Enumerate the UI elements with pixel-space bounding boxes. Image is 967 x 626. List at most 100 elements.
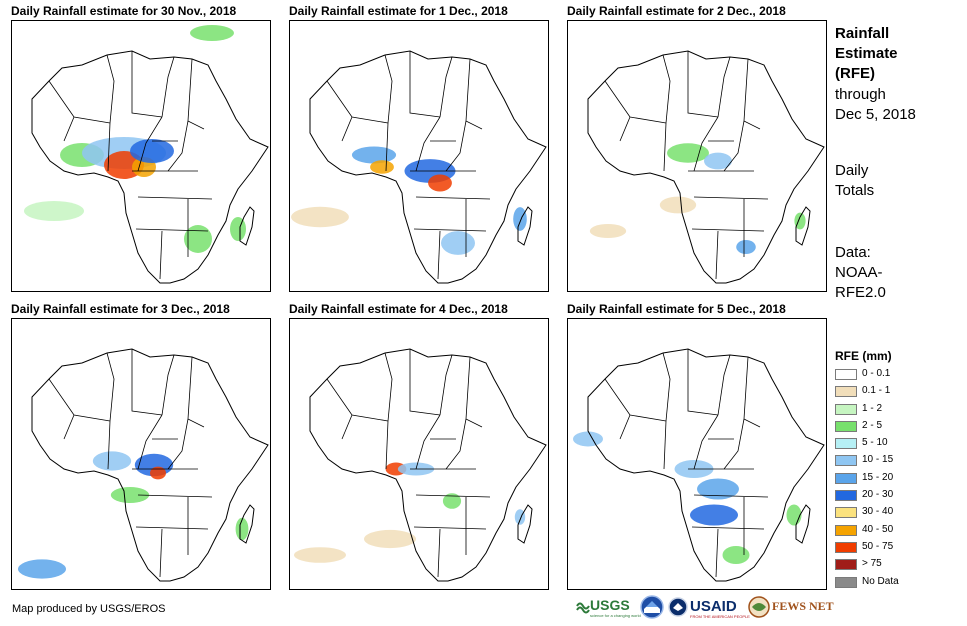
- legend-label: 1 - 2: [862, 402, 883, 414]
- country-border: [341, 116, 353, 142]
- country-border: [161, 56, 175, 118]
- rainfall-patch: [24, 201, 84, 221]
- country-border: [137, 196, 213, 200]
- rainfall-patch: [428, 174, 452, 192]
- rainfall-patch: [150, 466, 166, 480]
- panel-title: Daily Rainfall estimate for 3 Dec., 2018: [11, 302, 230, 316]
- usaid-seal-icon: [668, 597, 688, 617]
- fewsnet-globe-icon: [748, 596, 770, 618]
- heading-line: Rainfall: [835, 25, 890, 42]
- country-border: [187, 356, 205, 428]
- panel-title: Daily Rainfall estimate for 4 Dec., 2018: [289, 302, 508, 316]
- legend-label: 50 - 75: [862, 540, 894, 552]
- country-border: [341, 414, 353, 440]
- legend-swatch: [835, 386, 857, 398]
- legend-swatch: [835, 438, 857, 450]
- legend-swatch: [835, 472, 857, 484]
- legend-swatch: [835, 420, 857, 432]
- rainfall-patch: [110, 487, 150, 503]
- country-border: [604, 378, 667, 422]
- madagascar-outline: [517, 206, 533, 246]
- rainfall-patch: [294, 547, 346, 563]
- legend-swatch: [835, 576, 857, 588]
- africa-map-svg: [294, 348, 547, 582]
- madagascar-outline: [517, 504, 533, 544]
- map-panel-3: Daily Rainfall estimate for 2 Dec., 2018: [567, 4, 827, 292]
- country-border: [409, 51, 441, 118]
- map-panel-5: Daily Rainfall estimate for 4 Dec., 2018: [289, 302, 549, 590]
- country-border: [48, 378, 111, 422]
- country-border: [693, 494, 769, 498]
- country-border: [743, 58, 761, 130]
- country-border: [167, 120, 189, 172]
- country-border: [63, 116, 75, 142]
- country-border: [693, 414, 719, 470]
- country-border: [437, 230, 441, 280]
- country-border: [662, 54, 671, 124]
- country-border: [415, 196, 491, 200]
- africa-coastline: [31, 50, 269, 284]
- country-border: [137, 116, 163, 172]
- country-border: [715, 230, 719, 280]
- noaa-emblem-icon: [640, 595, 664, 619]
- panel-title: Daily Rainfall estimate for 5 Dec., 2018: [567, 302, 786, 316]
- rainfall-patch: [184, 225, 212, 253]
- legend-swatch: [835, 455, 857, 467]
- africa-map-svg: [587, 50, 825, 284]
- legend-label: 2 - 5: [862, 419, 883, 431]
- legend-label: 30 - 40: [862, 506, 894, 518]
- legend-label: 10 - 15: [862, 454, 894, 466]
- rainfall-patch: [690, 504, 738, 526]
- rainfall-map: [567, 318, 827, 590]
- rainfall-patch: [351, 146, 397, 164]
- rainfall-patch: [722, 546, 750, 564]
- rainfall-patch: [786, 504, 802, 526]
- country-border: [409, 349, 441, 416]
- rainfall-patch: [235, 517, 249, 541]
- usgs-tagline: science for a changing world: [590, 613, 641, 618]
- country-border: [439, 56, 453, 118]
- daily-totals-block: Daily Totals: [835, 161, 955, 201]
- sidebar-heading: Rainfall Estimate (RFE): [835, 24, 955, 84]
- rainfall-patch: [230, 217, 246, 241]
- legend-swatch: [835, 559, 857, 571]
- africa-coastline: [587, 348, 825, 582]
- daily-label: Daily: [835, 162, 869, 179]
- madagascar-outline: [239, 504, 255, 544]
- country-border: [445, 418, 467, 470]
- legend-label: 0.1 - 1: [862, 385, 891, 397]
- rainfall-patch: [442, 493, 462, 509]
- panel-title: Daily Rainfall estimate for 1 Dec., 2018: [289, 4, 508, 18]
- rainfall-patch: [667, 143, 709, 163]
- legend-swatch: [835, 403, 857, 415]
- legend-swatch: [835, 507, 857, 519]
- country-border: [135, 526, 209, 530]
- country-border: [384, 352, 393, 422]
- legend-label: 40 - 50: [862, 523, 894, 535]
- legend-label: 20 - 30: [862, 489, 894, 501]
- rainfall-patch: [573, 431, 603, 447]
- usaid-logo-text: USAID: [690, 598, 737, 615]
- africa-coastline: [587, 50, 825, 284]
- country-border: [326, 80, 389, 124]
- country-border: [687, 349, 719, 416]
- rainfall-map: [289, 20, 549, 292]
- country-border: [717, 56, 731, 118]
- rainfall-patch: [589, 224, 627, 238]
- rainfall-patch: [704, 152, 732, 170]
- country-border: [445, 120, 467, 172]
- rainfall-patch: [364, 529, 416, 549]
- usaid-tagline: FROM THE AMERICAN PEOPLE: [690, 614, 750, 619]
- rainfall-patch: [441, 231, 475, 255]
- legend-swatch: [835, 524, 857, 536]
- through-date: Dec 5, 2018: [835, 106, 916, 123]
- country-border: [48, 80, 111, 124]
- data-source-line: RFE2.0: [835, 284, 886, 301]
- country-border: [161, 354, 175, 416]
- footer-credit: Map produced by USGS/EROS: [12, 603, 166, 615]
- legend-label: 5 - 10: [862, 437, 888, 449]
- logo-strip: USGS science for a changing world USAID …: [576, 594, 834, 620]
- heading-line: Estimate: [835, 45, 898, 62]
- legend-swatch: [835, 541, 857, 553]
- noaa-logo: [639, 594, 665, 620]
